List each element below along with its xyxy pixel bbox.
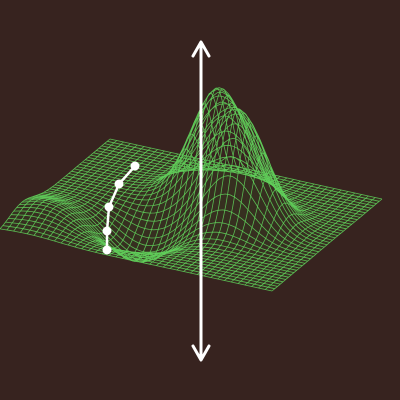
axis-arrow-top xyxy=(191,40,211,58)
axis-arrow-bottom xyxy=(191,344,211,362)
mesh-lines-v xyxy=(0,87,383,292)
path-point xyxy=(114,179,124,189)
path-point xyxy=(102,226,112,236)
path-point xyxy=(104,202,114,212)
path-points xyxy=(102,161,140,255)
path-point xyxy=(102,245,112,255)
path-point xyxy=(130,161,140,171)
vertical-axis xyxy=(191,40,211,362)
surface-mesh xyxy=(0,87,383,292)
